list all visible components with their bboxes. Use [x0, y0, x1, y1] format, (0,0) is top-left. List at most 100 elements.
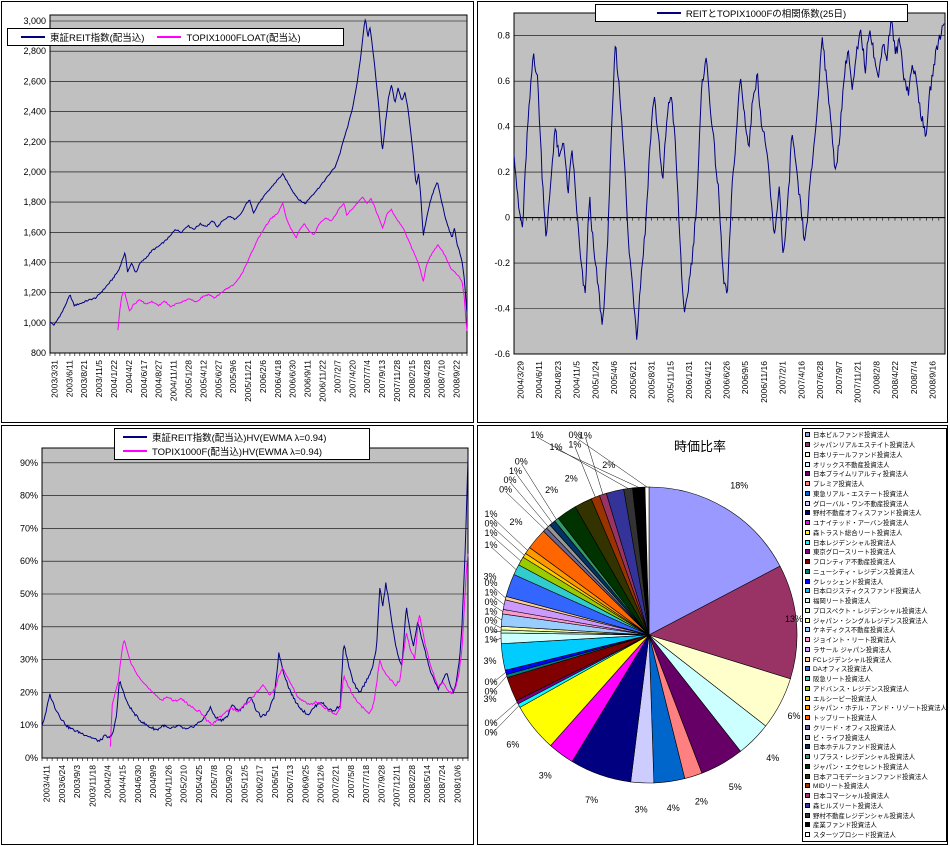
svg-text:0.8: 0.8 — [497, 31, 510, 41]
pie-legend-label: プレミア投資法人 — [813, 481, 865, 489]
svg-text:7%: 7% — [585, 795, 598, 805]
svg-text:1,200: 1,200 — [23, 288, 46, 298]
plot-area — [513, 12, 946, 355]
pie-legend-item: 東京グロースリート投資法人 — [805, 547, 946, 557]
svg-text:0%: 0% — [484, 728, 497, 738]
pie-legend-item: FCレジデンシャル投資法人 — [805, 654, 946, 664]
pie-legend-label: リプラス・レジデンシャル投資法人 — [813, 754, 916, 762]
svg-text:2007/2/1: 2007/2/1 — [778, 361, 788, 394]
svg-text:2008/2/15: 2008/2/15 — [407, 360, 417, 398]
pie-legend-item: 野村不動産レジデンシャル投資法人 — [805, 810, 946, 820]
legend-label-correlation: REITとTOPIX1000Fの相関係数(25日) — [685, 9, 847, 20]
series-line-0 — [49, 18, 468, 327]
svg-text:2005/12/5: 2005/12/5 — [239, 765, 249, 803]
svg-text:2005/1/24: 2005/1/24 — [590, 361, 600, 399]
svg-text:2,000: 2,000 — [23, 167, 46, 177]
svg-text:2%: 2% — [545, 485, 558, 495]
svg-text:2004/9/9: 2004/9/9 — [148, 765, 158, 798]
svg-text:2006/9/25: 2006/9/25 — [300, 765, 310, 803]
svg-text:2008/7/4: 2008/7/4 — [909, 361, 919, 394]
correlation-line-sample — [656, 12, 681, 14]
svg-text:60%: 60% — [20, 556, 38, 566]
svg-text:2004/1/22: 2004/1/22 — [109, 360, 119, 398]
svg-text:2005/6/21: 2005/6/21 — [628, 361, 638, 399]
svg-text:2004/11/11: 2004/11/11 — [169, 360, 179, 402]
svg-text:2005/1/28: 2005/1/28 — [184, 360, 194, 398]
pie-legend: 日本ビルファンド投資法人 ジャパンリアルエステイト投資法人 日本リテールファンド投資… — [802, 428, 947, 842]
reit-index-line-sample — [21, 36, 45, 38]
pie-legend-label: 森ヒルズリート投資法人 — [813, 802, 884, 810]
pie-legend-item: 産業ファンド投資法人 — [805, 820, 946, 830]
svg-text:3%: 3% — [483, 571, 496, 581]
pie-legend-item: トップリート投資法人 — [805, 713, 946, 723]
pie-legend-label: 日本ビルファンド投資法人 — [813, 432, 890, 440]
pie-legend-label: ビ・ライフ投資法人 — [813, 734, 871, 742]
pie-legend-item: プロスペクト・レジデンシャル投資法人 — [805, 606, 946, 616]
pie-legend-item: 日本プライムリアルティ投資法人 — [805, 469, 946, 479]
index-line-chart: 3,000 2,800 2,600 2,400 2,200 2,000 1,800 1,600… — [23, 14, 468, 402]
pie-legend-label: プロスペクト・レジデンシャル投資法人 — [813, 607, 928, 615]
pie-legend-label: 産業ファンド投資法人 — [813, 822, 877, 830]
svg-text:6%: 6% — [787, 711, 800, 721]
pie-legend-label: スターツプロシード投資法人 — [813, 832, 896, 840]
svg-text:2005/4/6: 2005/4/6 — [609, 361, 619, 394]
legend-entry-topix1000: TOPIX1000FLOAT(配当込) — [157, 30, 301, 44]
svg-text:2008/4/28: 2008/4/28 — [422, 360, 432, 398]
pie-legend-swatch — [805, 461, 810, 467]
legend-entry-reit-hv: 東証REIT指数(配当込)HV(EWMA λ=0.94) — [123, 430, 326, 444]
svg-text:2005/11/21: 2005/11/21 — [243, 360, 253, 402]
pie-legend-swatch — [805, 832, 810, 838]
pie-legend-item: プレミア投資法人 — [805, 479, 946, 489]
svg-text:2%: 2% — [509, 517, 522, 527]
svg-text:1%: 1% — [530, 430, 543, 440]
pie-legend-item: MIDリート投資法人 — [805, 781, 946, 791]
svg-text:30%: 30% — [20, 655, 38, 665]
pie-legend-label: 森トラスト総合リート投資法人 — [813, 529, 903, 537]
pie-legend-label: 日本レジデンシャル投資法人 — [813, 539, 897, 547]
pie-legend-swatch — [805, 773, 810, 779]
svg-text:-0.2: -0.2 — [494, 258, 510, 268]
pie-legend-label: ユナイテッド・アーバン投資法人 — [813, 520, 909, 528]
pie-legend-swatch — [805, 685, 810, 691]
svg-text:0.2: 0.2 — [497, 167, 510, 177]
svg-text:2,200: 2,200 — [23, 137, 46, 147]
pie-legend-swatch — [805, 812, 810, 818]
pie-legend-swatch — [805, 695, 810, 701]
svg-text:2005/11/15: 2005/11/15 — [665, 361, 675, 403]
pie-legend-swatch — [805, 539, 810, 545]
svg-text:0%: 0% — [568, 430, 581, 440]
svg-text:2007/11/28: 2007/11/28 — [392, 360, 402, 402]
panel-volatility-chart: 東証REIT指数(配当込)HV(EWMA λ=0.94) TOPIX1000F(… — [1, 425, 474, 845]
x-axis-labels: 2003/3/31 2003/6/11 2003/8/21 2003/11/5 2004… — [49, 360, 461, 402]
legend-correlation-chart: REITとTOPIX1000Fの相関係数(25日) — [595, 4, 908, 22]
svg-text:2004/8/23: 2004/8/23 — [553, 361, 563, 399]
legend-index-chart: 東証REIT指数(配当込) TOPIX1000FLOAT(配当込) — [7, 28, 344, 46]
pie-legend-swatch — [805, 529, 810, 535]
volatility-line-chart: 90%80%70%60%50%40%30%20%10%0%2003/4/11 20… — [20, 447, 469, 807]
svg-text:0.6: 0.6 — [497, 76, 510, 86]
pie-slice — [648, 486, 781, 636]
pie-legend-item: 森トラスト総合リート投資法人 — [805, 528, 946, 538]
pie-legend-label: 日本ロジスティクスファンド投資法人 — [813, 588, 922, 596]
svg-text:2007/5/8: 2007/5/8 — [346, 765, 356, 798]
svg-text:2004/6/30: 2004/6/30 — [133, 765, 143, 803]
svg-text:-0.4: -0.4 — [494, 304, 510, 314]
legend-label-topix1000: TOPIX1000FLOAT(配当込) — [186, 33, 301, 44]
series-line-1 — [109, 553, 469, 747]
pie-legend-label: トップリート投資法人 — [813, 715, 877, 723]
svg-text:2003/11/18: 2003/11/18 — [87, 765, 97, 807]
legend-volatility-chart: 東証REIT指数(配当込)HV(EWMA λ=0.94) TOPIX1000F(… — [114, 428, 370, 460]
svg-text:2006/2/17: 2006/2/17 — [255, 765, 265, 803]
pie-legend-swatch — [805, 656, 810, 662]
y-axis-labels: 90% 80% 70% 60% 50% 40% 30% 20% 10% 0% — [20, 458, 38, 763]
pie-legend-item: スターツプロシード投資法人 — [805, 830, 946, 840]
svg-text:3%: 3% — [539, 770, 552, 780]
pie-legend-item: 野村不動産オフィスファンド投資法人 — [805, 508, 946, 518]
pie-legend-label: オリックス不動産投資法人 — [813, 461, 890, 469]
pie-legend-swatch — [805, 822, 810, 828]
svg-text:1,400: 1,400 — [23, 258, 46, 268]
svg-text:3,000: 3,000 — [23, 16, 46, 26]
pie-legend-label: 野村不動産レジデンシャル投資法人 — [813, 812, 916, 820]
svg-text:3%: 3% — [635, 805, 648, 815]
pie-legend-swatch — [805, 715, 810, 721]
